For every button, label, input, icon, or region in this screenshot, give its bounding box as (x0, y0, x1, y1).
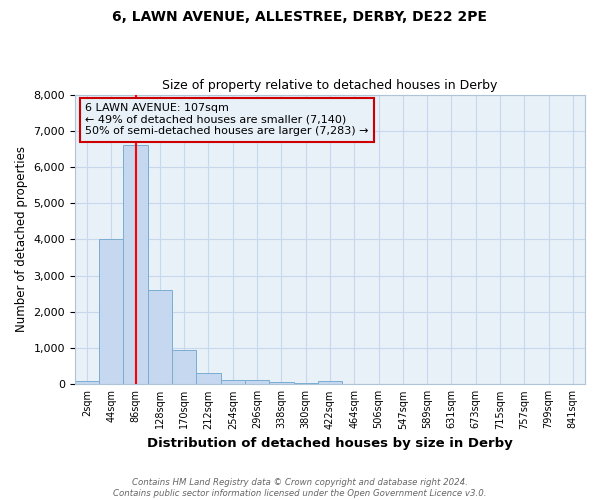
X-axis label: Distribution of detached houses by size in Derby: Distribution of detached houses by size … (147, 437, 513, 450)
Bar (196, 372, 221, 384)
Bar (124, 146, 148, 384)
Text: 6 LAWN AVENUE: 107sqm
← 49% of detached houses are smaller (7,140)
50% of semi-d: 6 LAWN AVENUE: 107sqm ← 49% of detached … (85, 103, 368, 136)
Bar (99, 240, 124, 384)
Bar (75, 382, 99, 384)
Bar (293, 383, 318, 384)
Bar (148, 290, 172, 384)
Bar (221, 380, 245, 384)
Text: Contains HM Land Registry data © Crown copyright and database right 2024.
Contai: Contains HM Land Registry data © Crown c… (113, 478, 487, 498)
Bar (172, 350, 196, 384)
Bar (269, 382, 293, 384)
Bar (318, 382, 342, 384)
Bar (245, 380, 269, 384)
Title: Size of property relative to detached houses in Derby: Size of property relative to detached ho… (162, 79, 497, 92)
Y-axis label: Number of detached properties: Number of detached properties (15, 146, 28, 332)
Text: 6, LAWN AVENUE, ALLESTREE, DERBY, DE22 2PE: 6, LAWN AVENUE, ALLESTREE, DERBY, DE22 2… (113, 10, 487, 24)
